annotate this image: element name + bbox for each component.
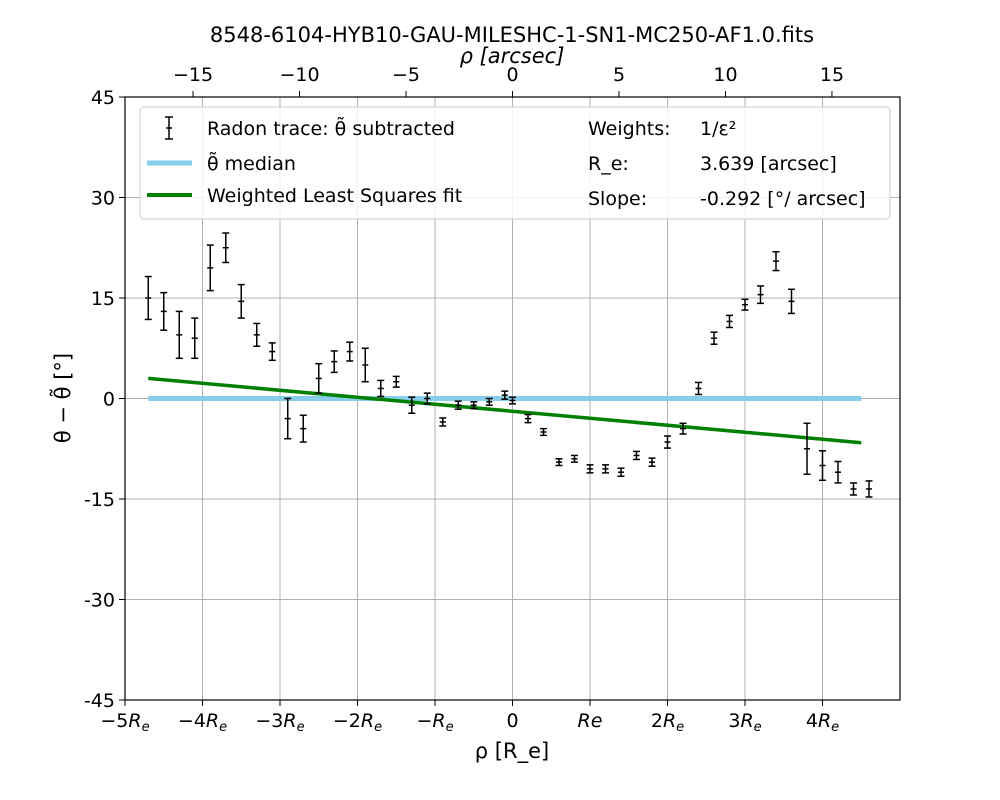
weights-label: Weights: (588, 118, 671, 140)
x-tick-label-top: −15 (173, 64, 213, 86)
errorbar-point (648, 457, 656, 467)
fit-line (148, 376, 862, 445)
y-tick-label: -45 (84, 690, 115, 712)
errorbar-point (222, 232, 230, 264)
errorbar-point (253, 322, 261, 347)
y-axis-label: θ − θ̃ [°] (48, 353, 75, 443)
errorbar-point (726, 314, 733, 329)
x-tick-label-bottom: −4Re (178, 710, 227, 735)
x-tick-label-top: 10 (713, 64, 737, 86)
x-tick-label-bottom: 3Re (728, 710, 761, 735)
errorbar-point (439, 417, 447, 427)
errorbar-point (602, 464, 609, 474)
errorbar-point (772, 251, 780, 272)
errorbar-point (865, 480, 873, 498)
y-tick-label: 30 (91, 188, 115, 210)
x-tick-label-top: −10 (279, 64, 319, 86)
errorbar-point (346, 341, 354, 362)
errorbar-point (664, 435, 671, 449)
legend-label-radon: Radon trace: θ̃ subtracted (207, 115, 455, 140)
slope-label: Slope: (588, 188, 647, 210)
errorbar-point (361, 347, 369, 383)
errorbar-point (315, 362, 323, 394)
y-tick-label: 15 (91, 288, 115, 310)
y-tick-label: -30 (84, 590, 115, 612)
errorbar-point (191, 317, 199, 360)
errorbar-point (299, 414, 307, 443)
weights-value: 1/ε² (700, 118, 736, 140)
x-tick-label-top: −5 (392, 64, 420, 86)
errorbar-point (330, 350, 338, 374)
y-tick-label: 0 (103, 389, 115, 411)
errorbar-point (175, 310, 183, 360)
x-tick-label-bottom: −Re (416, 710, 453, 735)
errorbar-point (571, 454, 578, 463)
errorbar-point (788, 288, 795, 315)
x-tick-label-top: 0 (506, 64, 518, 86)
errorbar-point (392, 375, 400, 388)
errorbar-point (144, 275, 152, 321)
errorbar-point (834, 460, 842, 484)
x-tick-label-bottom: −3Re (255, 710, 304, 735)
chart-title: 8548-6104-HYB10-GAU-MILESHC-1-SN1-MC250-… (210, 23, 814, 47)
top-x-axis-label: ρ [arcsec] (460, 44, 565, 68)
errorbar-point (819, 450, 826, 481)
errorbar-point (586, 464, 594, 474)
errorbar-point (555, 458, 563, 467)
errorbar-point (695, 381, 702, 396)
errorbar-point (470, 401, 478, 410)
x-tick-label-bottom: −2Re (333, 710, 382, 735)
re-value: 3.639 [arcsec] (700, 153, 837, 175)
errorbar-point (206, 244, 214, 292)
legend-label-fit: Weighted Least Squares fit (207, 185, 462, 207)
errorbar-point (160, 291, 168, 331)
bottom-x-axis-label: ρ [R_e] (475, 739, 549, 764)
errorbar-point (850, 482, 857, 496)
legend: Radon trace: θ̃ subtracted θ̃ median Wei… (139, 106, 891, 220)
errorbar-point (524, 413, 532, 424)
x-tick-label-bottom: −5Re (100, 710, 149, 735)
slope-value: -0.292 [°/ arcsec] (700, 188, 866, 210)
x-tick-label-top: 5 (613, 64, 625, 86)
errorbar-point (423, 392, 431, 405)
errorbar-point (408, 396, 416, 414)
errorbar-point (377, 379, 385, 398)
x-tick-label-bottom: 2Re (651, 710, 684, 735)
errorbar-point (741, 298, 749, 311)
re-label: R_e: (588, 153, 629, 175)
errorbar-point (284, 397, 292, 440)
errorbar-point (540, 427, 547, 437)
errorbar-point (633, 450, 640, 461)
data-layer (144, 232, 873, 498)
errorbar-point (485, 397, 493, 406)
errorbar-point (803, 422, 811, 475)
errorbar-point (710, 331, 718, 345)
errorbar-point (617, 467, 625, 477)
x-tick-label-bottom: 0 (506, 710, 518, 732)
errorbar-point (237, 283, 245, 319)
legend-errorbar-marker (165, 116, 173, 140)
errorbar-point (268, 342, 276, 362)
y-tick-label: 45 (91, 87, 115, 109)
errorbar-point (757, 285, 764, 305)
x-tick-label-bottom: Re (578, 710, 603, 732)
errorbar-point (454, 400, 462, 410)
legend-box (139, 106, 891, 220)
ticks: -45 -30 -15 0 15 30 45 −5Re −4Re −3Re −2Re −Re 0 Re 2R… (84, 64, 844, 735)
errorbar-point (501, 390, 509, 400)
legend-label-median: θ̃ median (207, 150, 296, 175)
y-tick-label: -15 (84, 489, 115, 511)
errorbar-point (509, 396, 516, 405)
x-tick-label-top: 15 (820, 64, 844, 86)
x-tick-label-bottom: 4Re (806, 710, 839, 735)
errorbar-point (679, 422, 687, 435)
